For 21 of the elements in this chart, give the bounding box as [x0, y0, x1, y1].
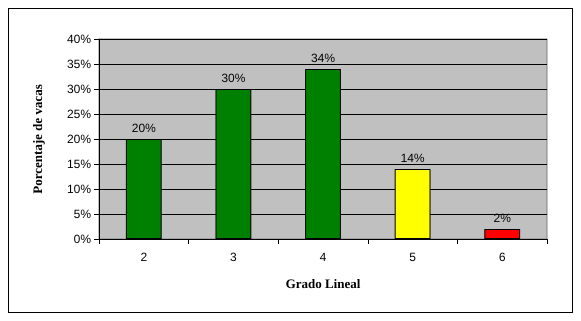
data-label: 34%	[310, 51, 336, 65]
data-label: 14%	[400, 151, 425, 165]
x-tick-label: 6	[498, 250, 506, 264]
bar	[484, 229, 520, 239]
x-tick-label: 5	[409, 250, 416, 264]
x-axis-title: Grado Lineal	[286, 276, 361, 291]
x-tick-label: 3	[230, 250, 238, 264]
data-label: 20%	[132, 121, 156, 135]
y-tick-label: 30%	[66, 82, 92, 96]
data-label: 30%	[221, 71, 246, 85]
y-tick-label: 0%	[74, 232, 92, 246]
y-tick-label: 20%	[66, 132, 92, 146]
y-tick-label: 40%	[66, 32, 92, 46]
x-tick-label: 4	[320, 250, 327, 264]
y-tick-label: 10%	[66, 182, 92, 196]
y-tick-label: 15%	[66, 157, 92, 171]
y-axis-title: Porcentaje de vacas	[30, 84, 45, 194]
y-tick-label: 5%	[74, 207, 92, 221]
y-tick-label: 35%	[66, 57, 92, 71]
y-tick-label: 25%	[66, 107, 92, 121]
x-tick-label: 2	[140, 250, 148, 264]
